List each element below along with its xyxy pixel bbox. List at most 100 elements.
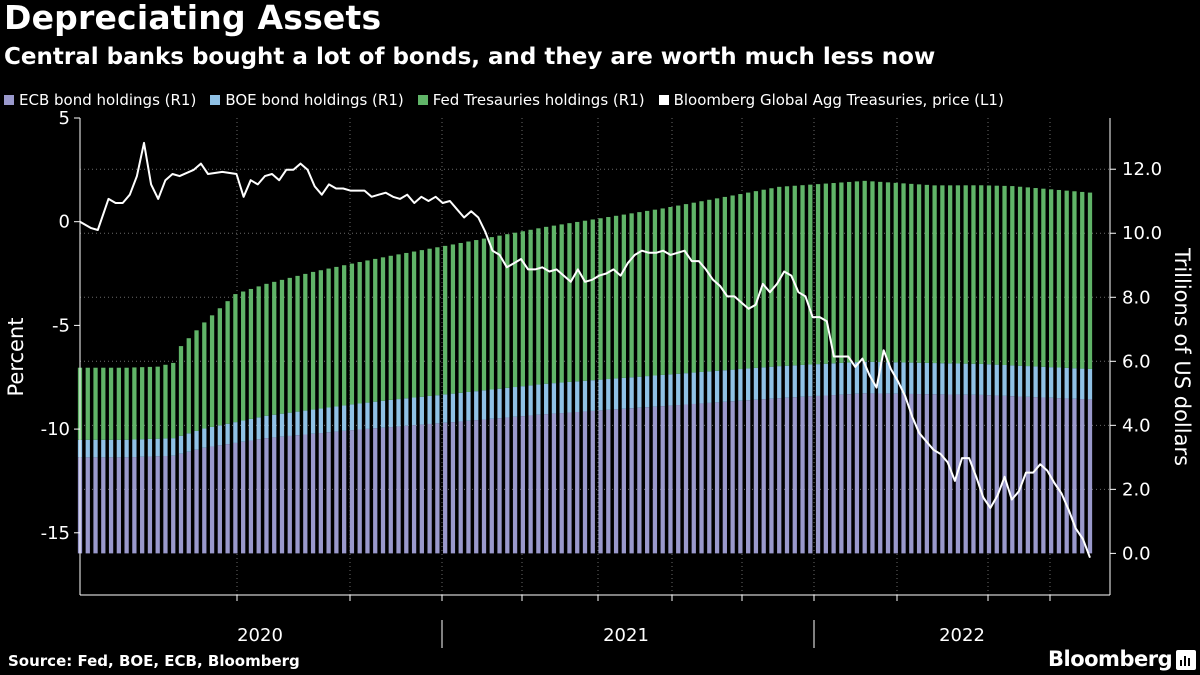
bar-fed (575, 221, 580, 382)
bar-ecb (108, 457, 114, 554)
bar-fed (909, 183, 914, 363)
bar-boe (1049, 367, 1054, 398)
left-tick-label: 5 (59, 108, 70, 129)
bar-fed (318, 270, 323, 409)
bar-boe (342, 405, 347, 431)
bar-ecb (147, 456, 153, 554)
chart-subtitle: Central banks bought a lot of bonds, and… (4, 44, 936, 70)
bar-ecb (1080, 399, 1085, 554)
bar-fed (1025, 187, 1030, 367)
bar-ecb (862, 393, 867, 554)
bar-ecb (93, 457, 98, 554)
bar-ecb (621, 408, 626, 554)
bar-boe (683, 373, 689, 405)
bar-boe (1002, 364, 1007, 396)
bar-boe (761, 367, 766, 400)
bar-boe (924, 362, 929, 395)
bar-ecb (823, 395, 828, 554)
bar-fed (668, 206, 673, 375)
bar-fed (419, 250, 424, 397)
bar-boe (676, 373, 681, 406)
bar-boe (349, 404, 355, 431)
left-tick-label: 0 (59, 212, 70, 233)
bar-boe (411, 397, 417, 426)
bar-boe (520, 386, 525, 417)
bar-boe (512, 387, 518, 417)
bar-fed (831, 183, 836, 364)
bar-fed (707, 199, 712, 372)
right-tick-label: 12.0 (1122, 159, 1162, 180)
bar-boe (458, 392, 463, 422)
bar-fed (349, 263, 355, 405)
bar-ecb (287, 435, 292, 554)
bar-ecb (676, 405, 681, 554)
x-tick-label: 2022 (939, 625, 985, 646)
legend-swatch-bloomberg-agg (658, 95, 669, 105)
bar-fed (303, 273, 308, 411)
bar-fed (334, 266, 339, 407)
bar-ecb (209, 446, 215, 554)
bar-ecb (520, 416, 525, 554)
bar-fed (621, 214, 626, 378)
chart-axes (74, 117, 1116, 648)
right-tick-label: 4.0 (1122, 415, 1151, 436)
bar-fed (839, 182, 844, 363)
bar-fed (722, 196, 727, 371)
bar-ecb (971, 394, 976, 554)
bar-ecb (582, 411, 588, 554)
bar-boe (295, 411, 300, 436)
bar-fed (380, 257, 386, 401)
bar-fed (450, 244, 456, 394)
bar-ecb (310, 433, 316, 554)
bar-ecb (1017, 396, 1023, 554)
bar-ecb (194, 449, 199, 554)
bar-fed (567, 223, 572, 382)
bar-fed (598, 218, 603, 380)
bar-boe (621, 377, 626, 409)
bar-ecb (878, 393, 883, 554)
bar-fed (994, 185, 999, 365)
bar-boe (839, 362, 844, 395)
bar-boe (1025, 366, 1030, 397)
bar-fed (893, 182, 898, 363)
bar-ecb (800, 396, 805, 554)
bar-fed (885, 182, 891, 363)
bar-boe (668, 374, 673, 406)
bar-ecb (140, 456, 145, 554)
bar-fed (683, 204, 689, 374)
bar-fed (676, 205, 681, 374)
right-axis-label: Trillions of US dollars (1170, 247, 1194, 466)
bar-boe (901, 362, 906, 394)
bar-ecb (411, 425, 417, 554)
bar-ecb (536, 414, 541, 554)
bar-boe (722, 370, 727, 402)
bar-fed (256, 286, 261, 418)
bar-boe (466, 391, 471, 421)
bar-fed (932, 185, 937, 364)
bar-fed (326, 268, 331, 408)
bar-ecb (101, 457, 106, 554)
bar-ecb (909, 393, 914, 554)
bar-ecb (427, 423, 432, 554)
bar-fed (979, 185, 984, 364)
bar-boe (388, 399, 393, 428)
bar-ecb (1064, 398, 1069, 554)
chart-legend: ECB bond holdings (R1) BOE bond holdings… (4, 91, 1004, 109)
bar-fed (108, 367, 114, 440)
bar-ecb (916, 394, 922, 554)
bar-ecb (792, 397, 797, 554)
bar-boe (1017, 365, 1023, 397)
bar-fed (551, 225, 557, 384)
bar-fed (963, 185, 968, 364)
bar-boe (916, 362, 922, 395)
bar-boe (450, 393, 456, 423)
chart-title: Depreciating Assets (4, 0, 382, 37)
bar-ecb (116, 457, 121, 554)
bar-fed (948, 185, 953, 364)
bar-boe (1080, 368, 1085, 400)
bar-boe (955, 363, 961, 395)
bar-boe (823, 363, 828, 396)
bar-fed (396, 254, 401, 400)
stacked-bars (77, 180, 1093, 554)
bar-boe (93, 439, 98, 458)
